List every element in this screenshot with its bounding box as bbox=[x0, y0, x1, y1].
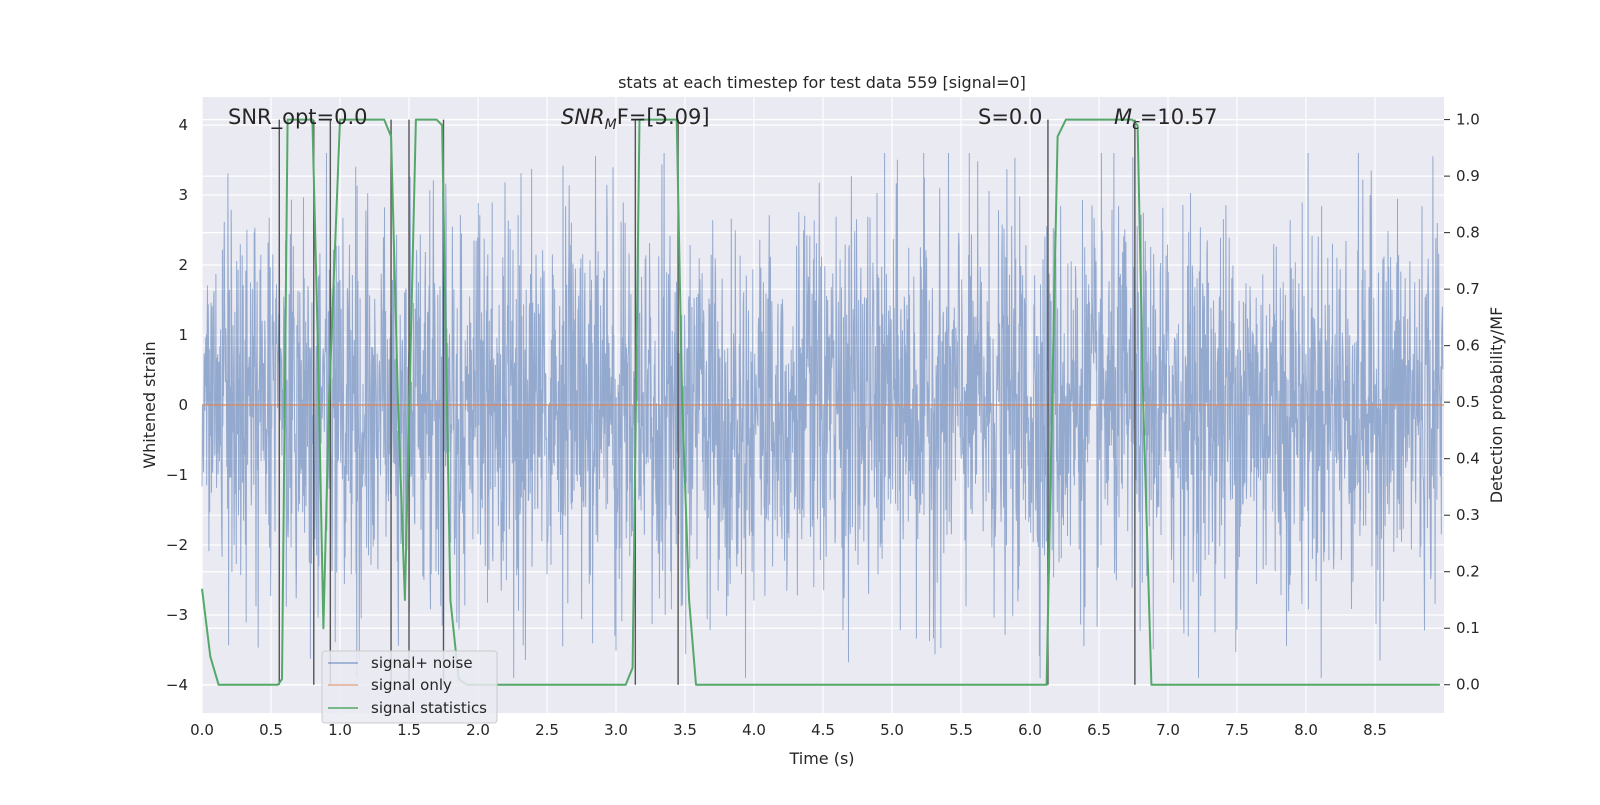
annotation-mc-rest: =10.57 bbox=[1140, 105, 1218, 129]
y-axis-label-right: Detection probability/MF bbox=[1487, 307, 1506, 504]
x-tick-label: 3.5 bbox=[673, 721, 697, 739]
y-tick-label-right: 0.7 bbox=[1456, 280, 1480, 298]
y-tick-label-left: −3 bbox=[166, 606, 188, 624]
annotation-snr-mf-rest: F=[5.09] bbox=[617, 105, 710, 129]
y-tick-label-right: 0.1 bbox=[1456, 619, 1480, 637]
annotation-s: S=0.0 bbox=[978, 105, 1042, 129]
annotation-mc-sub: c bbox=[1132, 117, 1140, 133]
y-tick-label-right: 1.0 bbox=[1456, 111, 1480, 129]
x-tick-label: 4.0 bbox=[742, 721, 766, 739]
signal-statistics-series bbox=[201, 118, 1440, 686]
chart-title: stats at each timestep for test data 559… bbox=[618, 73, 1026, 92]
x-tick-label: 0.0 bbox=[190, 721, 214, 739]
y-tick-label-left: −1 bbox=[166, 466, 188, 484]
x-tick-label: 6.5 bbox=[1087, 721, 1111, 739]
x-tick-label: 7.5 bbox=[1225, 721, 1249, 739]
x-tick-label: 8.0 bbox=[1294, 721, 1318, 739]
annotation-mc: Mc=10.57 bbox=[1114, 105, 1218, 133]
annotation-mc-base: M bbox=[1114, 105, 1132, 129]
x-tick-label: 3.0 bbox=[604, 721, 628, 739]
y-tick-label-left: 3 bbox=[178, 186, 188, 204]
legend: signal+ noise signal only signal statist… bbox=[321, 650, 498, 724]
y-tick-label-right: 0.8 bbox=[1456, 224, 1480, 242]
legend-label-signal: signal only bbox=[371, 676, 452, 694]
y-tick-label-right: 0.3 bbox=[1456, 506, 1480, 524]
y-tick-label-left: 2 bbox=[178, 256, 188, 274]
y-tick-label-right: 0.9 bbox=[1456, 167, 1480, 185]
x-tick-label: 0.5 bbox=[259, 721, 283, 739]
y-tick-label-left: 1 bbox=[178, 326, 188, 344]
y-tick-label-right: 0.5 bbox=[1456, 393, 1480, 411]
y-axis-label-left: Whitened strain bbox=[140, 341, 159, 468]
y-tick-label-left: −2 bbox=[166, 536, 188, 554]
y-tick-label-left: −4 bbox=[166, 676, 188, 694]
x-tick-label: 7.0 bbox=[1156, 721, 1180, 739]
signal-statistics-line bbox=[201, 118, 1440, 686]
x-tick-label: 5.0 bbox=[880, 721, 904, 739]
tick-labels: 0.0 0.5 1.0 1.5 2.0 2.5 3.0 3.5 4.0 4.5 5.0 5.5 6.0 6… bbox=[166, 111, 1480, 739]
y-tick-label-left: 0 bbox=[178, 396, 188, 414]
x-tick-label: 1.0 bbox=[328, 721, 352, 739]
annotation-snr-mf-base: SNR bbox=[561, 105, 605, 129]
annotation-snr-mf: SNRMF=[5.09] bbox=[561, 105, 710, 133]
y-tick-label-left: 4 bbox=[178, 116, 188, 134]
y-tick-label-right: 0.0 bbox=[1456, 676, 1480, 694]
legend-label-statistics: signal statistics bbox=[371, 699, 487, 717]
annotation-snr-mf-sub: M bbox=[605, 117, 617, 133]
x-tick-label: 2.5 bbox=[535, 721, 559, 739]
legend-box bbox=[321, 650, 498, 724]
x-tick-label: 4.5 bbox=[811, 721, 835, 739]
x-tick-label: 2.0 bbox=[466, 721, 490, 739]
annotation-snr-opt: SNR_opt=0.0 bbox=[228, 105, 368, 130]
legend-label-noise: signal+ noise bbox=[371, 654, 473, 672]
x-axis-label: Time (s) bbox=[788, 749, 854, 768]
y-tick-label-right: 0.2 bbox=[1456, 563, 1480, 581]
y-tick-label-right: 0.4 bbox=[1456, 450, 1480, 468]
y-tick-label-right: 0.6 bbox=[1456, 337, 1480, 355]
x-tick-label: 8.5 bbox=[1363, 721, 1387, 739]
x-tick-label: 5.5 bbox=[949, 721, 973, 739]
x-tick-label: 6.0 bbox=[1018, 721, 1042, 739]
x-tick-label: 1.5 bbox=[397, 721, 421, 739]
